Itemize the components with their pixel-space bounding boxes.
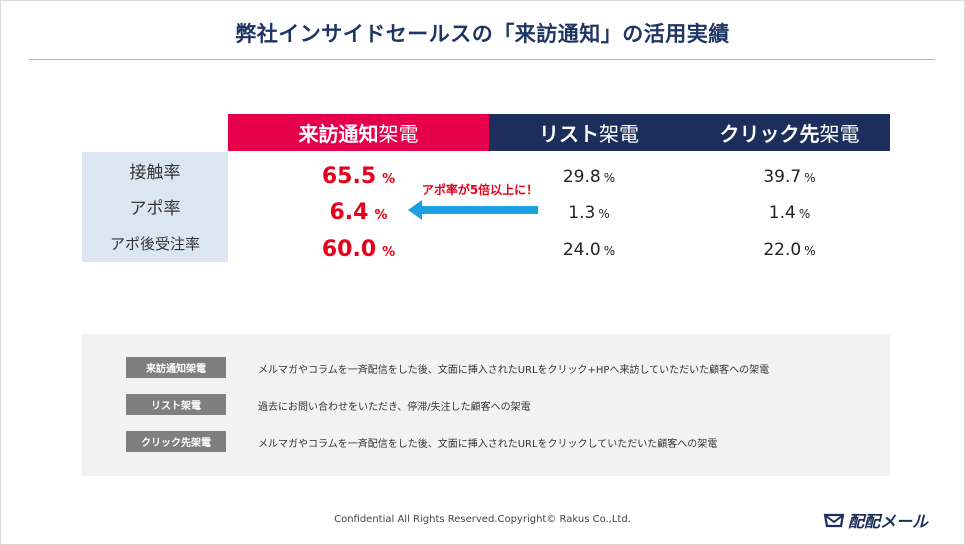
cell-value: 60.0 bbox=[321, 237, 377, 262]
legend-description: メルマガやコラムを一斉配信をした後、文面に挿入されたURLをクリックしていただい… bbox=[258, 439, 718, 450]
legend-tag-click-call: クリック先架電 bbox=[126, 431, 226, 452]
table-cell: 65.5% bbox=[228, 164, 489, 189]
left-arrow-icon bbox=[408, 200, 538, 220]
cell-value: 22.0 bbox=[763, 240, 802, 260]
column-header-main: リスト bbox=[539, 122, 599, 146]
column-header-visit-call: 来訪通知 架電 bbox=[228, 114, 489, 151]
row-label-contact-rate: 接触率 bbox=[129, 163, 181, 183]
column-header-main: 来訪通知 bbox=[298, 122, 379, 146]
cell-value: 29.8 bbox=[562, 167, 601, 187]
legend-description: メルマガやコラムを一斉配信をした後、文面に挿入されたURLをクリック+HPへ来訪… bbox=[258, 365, 770, 376]
legend-tag-list-call: リスト架電 bbox=[126, 394, 226, 415]
cell-value: 1.4 bbox=[768, 203, 796, 223]
brand-logo: 配配メール bbox=[823, 508, 928, 532]
table-cell: 22.0% bbox=[689, 240, 890, 260]
column-header-suffix: 架電 bbox=[378, 122, 419, 146]
cell-unit: % bbox=[804, 171, 816, 185]
table-cell: 60.0% bbox=[228, 237, 489, 262]
brand-logo-text: 配配メール bbox=[848, 512, 929, 531]
row-label-appointment-rate: アポ率 bbox=[129, 199, 181, 219]
table-cell: 39.7% bbox=[689, 167, 890, 187]
table-cell: 29.8% bbox=[489, 167, 689, 187]
table-cell: 24.0% bbox=[489, 240, 689, 260]
cell-value: 39.7 bbox=[763, 167, 802, 187]
cell-unit: % bbox=[382, 172, 396, 187]
row-label-column bbox=[82, 152, 228, 262]
row-label-order-rate: アポ後受注率 bbox=[109, 235, 200, 253]
cell-unit: % bbox=[374, 208, 388, 223]
cell-value: 6.4 bbox=[329, 200, 369, 225]
cell-unit: % bbox=[598, 207, 610, 221]
mail-icon bbox=[823, 513, 845, 528]
cell-value: 24.0 bbox=[562, 240, 601, 260]
callout-text: アポ率が5倍以上に！ bbox=[421, 183, 539, 197]
cell-value: 1.3 bbox=[568, 203, 596, 223]
table-cell: 1.4% bbox=[689, 203, 890, 223]
cell-value: 65.5 bbox=[321, 164, 377, 189]
table-cell: 1.3% bbox=[489, 203, 689, 223]
column-header-click-call: クリック先 架電 bbox=[689, 114, 890, 151]
copyright-footer: Confidential All Rights Reserved.Copyrig… bbox=[334, 514, 631, 525]
title-divider bbox=[29, 59, 935, 60]
page-title: 弊社インサイドセールスの「来訪通知」の活用実績 bbox=[235, 22, 730, 46]
column-header-list-call: リスト 架電 bbox=[489, 114, 689, 151]
column-header-main: クリック先 bbox=[719, 122, 820, 146]
cell-unit: % bbox=[382, 245, 396, 260]
legend-description: 過去にお問い合わせをいただき、停滞/失注した顧客への架電 bbox=[258, 402, 531, 413]
cell-unit: % bbox=[603, 244, 616, 258]
table-cell: 6.4% bbox=[228, 200, 489, 225]
cell-unit: % bbox=[603, 171, 616, 185]
legend-tag-visit-call: 来訪通知架電 bbox=[126, 357, 226, 378]
cell-unit: % bbox=[804, 244, 816, 258]
cell-unit: % bbox=[798, 207, 811, 221]
column-header-suffix: 架電 bbox=[599, 122, 639, 146]
column-header-suffix: 架電 bbox=[819, 122, 860, 146]
